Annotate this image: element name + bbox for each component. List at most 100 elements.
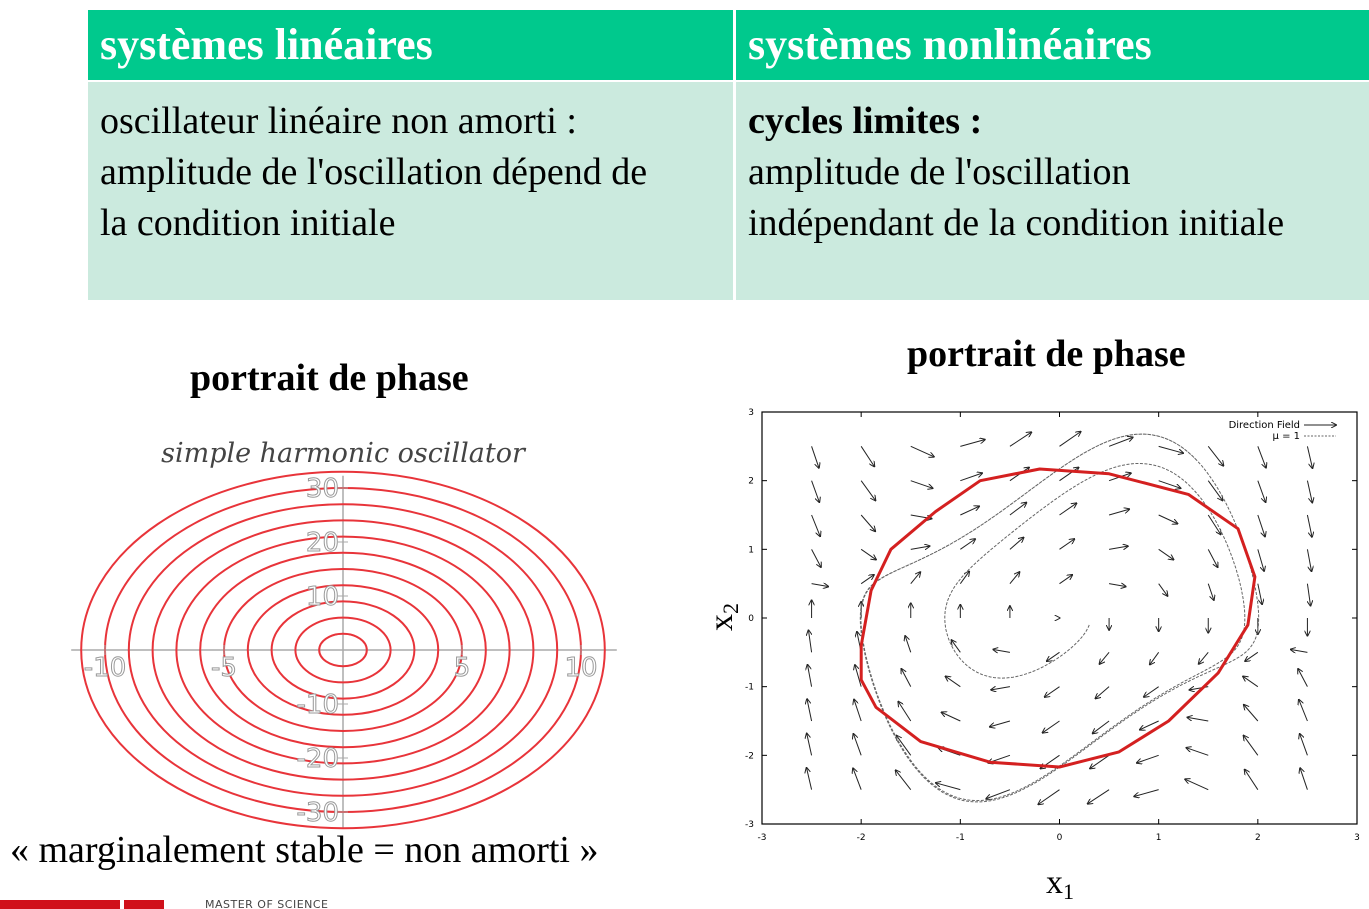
legend-direction-field: Direction Field: [1229, 420, 1300, 431]
direction-field: [807, 432, 1313, 804]
direction-arrow: [910, 572, 920, 584]
direction-arrow: [1245, 770, 1259, 790]
direction-arrow: [860, 480, 875, 501]
direction-arrow: [910, 445, 934, 456]
spiral-trajectory: [859, 433, 1260, 803]
direction-arrow: [993, 649, 1011, 652]
direction-arrow: [1009, 503, 1026, 516]
right-y-tick-label: -3: [745, 820, 754, 830]
direction-arrow: [1207, 549, 1217, 567]
direction-arrow: [1100, 652, 1110, 663]
right-y-tick-label: 1: [748, 545, 754, 555]
direction-arrow: [942, 712, 961, 722]
nonlinear-bold-line: cycles limites :: [748, 100, 983, 142]
direction-arrow: [860, 514, 875, 531]
right-x-tick-label: 1: [1156, 833, 1162, 843]
direction-arrow: [1243, 676, 1259, 688]
simple-harmonic-oscillator-plot: simple harmonic oscillator -10 -5 5 10 30 20 1…: [71, 438, 617, 830]
direction-arrow: [1047, 651, 1060, 661]
direction-arrow: [1144, 686, 1159, 697]
direction-arrow: [1245, 651, 1259, 661]
limit-cycle-curve: [859, 467, 1257, 769]
direction-arrow: [1298, 669, 1308, 687]
nonlinear-line-2: indépendant de la condition initiale: [748, 202, 1285, 244]
linear-line-2: amplitude de l'oscillation dépend de: [100, 151, 648, 193]
direction-arrow: [811, 549, 821, 567]
direction-arrow: [897, 736, 912, 756]
right-plot-title: portrait de phase: [907, 333, 1186, 375]
direction-arrow: [1137, 754, 1159, 763]
left-plot-tick-labels: -10 -5 5 10 30 20 10 -10 -20 -30: [83, 474, 598, 829]
direction-arrow: [809, 630, 812, 653]
right-plot-ticks: -3 -2 -1 0 1 2 3 -3 -2 -1 0 1 2 3: [745, 408, 1360, 843]
direction-arrow: [936, 783, 961, 791]
y-axis-label: x2: [703, 603, 743, 631]
left-y-tick-label: 30: [306, 474, 339, 504]
oscillator-orbit: [80, 470, 606, 830]
direction-arrow: [905, 636, 912, 653]
direction-arrow: [1108, 546, 1128, 549]
direction-arrow: [990, 720, 1011, 727]
direction-arrow: [1088, 789, 1110, 804]
linear-line-1: oscillateur linéaire non amorti :: [100, 100, 577, 142]
direction-arrow: [1045, 686, 1060, 697]
direction-arrow: [1059, 503, 1077, 516]
direction-arrow: [1158, 583, 1168, 596]
left-y-tick-label: -30: [297, 798, 339, 828]
direction-arrow: [1090, 754, 1110, 768]
direction-arrow: [1257, 549, 1264, 571]
limit-cycle-plot: -3 -2 -1 0 1 2 3 -3 -2 -1 0 1 2 3 Direction Field μ =…: [703, 408, 1360, 904]
direction-arrow: [1306, 446, 1312, 468]
direction-arrow: [853, 734, 862, 756]
direction-arrow: [807, 699, 813, 722]
direction-arrow: [1199, 652, 1209, 663]
direction-arrow: [1257, 446, 1266, 467]
direction-arrow: [1096, 686, 1110, 699]
right-y-tick-label: 3: [748, 408, 754, 418]
right-y-tick-label: 0: [748, 614, 754, 624]
direction-arrow: [807, 768, 813, 790]
direction-arrow: [1307, 583, 1310, 606]
direction-arrow: [1257, 480, 1266, 502]
direction-arrow: [1257, 514, 1265, 536]
direction-arrow: [860, 548, 876, 559]
right-x-tick-label: 2: [1255, 833, 1261, 843]
direction-arrow: [855, 665, 862, 687]
direction-arrow: [952, 640, 961, 653]
direction-arrow: [960, 539, 975, 550]
direction-arrow: [1291, 649, 1308, 652]
left-plot-axes: [71, 475, 617, 829]
direction-arrow: [986, 789, 1011, 799]
direction-arrow: [960, 440, 984, 447]
direction-arrow: [811, 584, 829, 587]
left-y-tick-label: 10: [306, 582, 339, 612]
oscillator-orbit: [151, 519, 535, 781]
direction-arrow: [1257, 583, 1262, 604]
cell-nonlinear-description: cycles limites : amplitude de l'oscillat…: [736, 82, 1369, 300]
direction-arrow: [991, 687, 1011, 690]
left-x-tick-label: -5: [211, 653, 237, 683]
direction-arrow: [1108, 509, 1129, 516]
direction-arrow: [1207, 514, 1220, 534]
legend-mu: μ = 1: [1273, 431, 1300, 442]
direction-arrow: [1306, 480, 1312, 503]
oscillator-orbit: [199, 551, 487, 749]
right-y-tick-label: -2: [745, 751, 754, 761]
direction-arrow: [959, 572, 969, 584]
logo-text: MASTER OF SCIENCE: [205, 898, 329, 909]
direction-arrow: [1009, 572, 1019, 584]
direction-arrow: [811, 480, 820, 502]
direction-arrow: [960, 506, 979, 516]
right-plot-legend: Direction Field μ = 1: [1229, 420, 1336, 442]
direction-arrow: [1187, 748, 1209, 756]
header-linear-systems: systèmes linéaires: [88, 10, 733, 80]
oscillator-orbit: [294, 616, 392, 684]
direction-arrow: [1108, 437, 1133, 447]
direction-arrow: [1158, 480, 1181, 489]
direction-arrow: [807, 734, 813, 756]
left-y-tick-label: -10: [297, 690, 339, 720]
logo-mark: [0, 900, 120, 909]
direction-arrow: [1300, 768, 1308, 790]
direction-arrow: [1207, 583, 1214, 600]
direction-arrow: [1134, 789, 1159, 797]
